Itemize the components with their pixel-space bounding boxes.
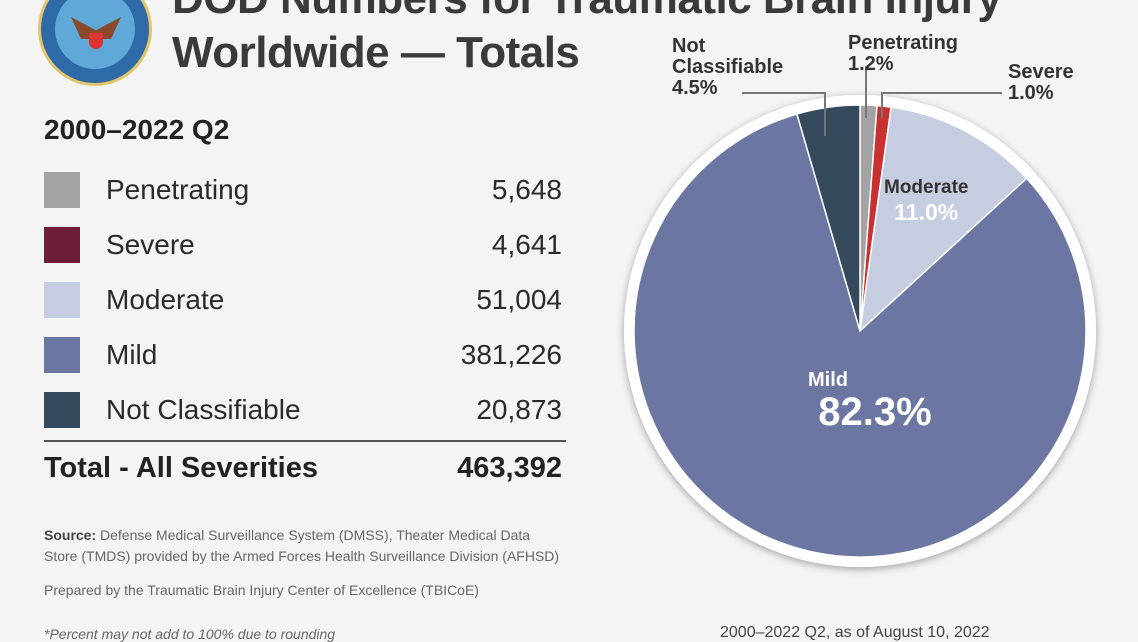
legend-value: 381,226: [460, 339, 562, 370]
label-not-classifiable: Not Classifiable 4.5%: [672, 36, 783, 99]
pie-slice-not-classifiable: [796, 104, 861, 332]
swatch-mild: [44, 337, 80, 373]
legend-value: 5,648: [491, 174, 562, 205]
as-of-date: 2000–2022 Q2, as of August 10, 2022: [720, 624, 990, 641]
total-row: Total - All Severities 463,392: [44, 452, 562, 485]
label-severe: Severe 1.0%: [1008, 62, 1074, 104]
legend-label: Penetrating: [106, 174, 250, 205]
label-moderate: Moderate 11.0%: [884, 176, 968, 224]
label-mild: Mild 82.3%: [800, 368, 950, 432]
label-line: Moderate: [884, 177, 969, 198]
swatch-penetrating: [44, 172, 80, 208]
legend-label: Mild: [106, 339, 158, 370]
title-line-1: DOD Numbers for Traumatic Brain Injury: [172, 0, 1002, 24]
swatch-severe: [44, 227, 80, 263]
pie-slice-moderate: [858, 106, 1028, 333]
legend-row-mild: Mild 381,226: [44, 337, 562, 375]
dod-seal-logo: [38, 0, 152, 86]
leader-lines: [742, 66, 1002, 136]
legend-value: 20,873: [476, 394, 562, 425]
legend-label: Severe: [106, 229, 195, 260]
total-divider: [44, 440, 566, 442]
label-pct: 1.0%: [1008, 82, 1054, 104]
label-line: Penetrating: [848, 32, 959, 54]
title-line-2: Worldwide — Totals: [172, 28, 580, 77]
label-pct: 4.5%: [672, 77, 718, 99]
legend-row-not-classifiable: Not Classifiable 20,873: [44, 392, 562, 430]
source-label: Source:: [44, 527, 97, 543]
swatch-moderate: [44, 282, 80, 318]
legend-row-penetrating: Penetrating 5,648: [44, 172, 562, 210]
legend-label: Not Classifiable: [106, 394, 301, 425]
label-pct: 82.3%: [818, 390, 932, 434]
label-pct: 1.2%: [848, 53, 894, 75]
legend-row-severe: Severe 4,641: [44, 227, 562, 265]
shield-icon: [89, 33, 103, 49]
total-label: Total - All Severities: [44, 452, 318, 484]
leader-severe: [881, 92, 1002, 118]
swatch-not-classifiable: [44, 392, 80, 428]
legend-row-moderate: Moderate 51,004: [44, 282, 562, 320]
label-penetrating: Penetrating 1.2%: [848, 33, 958, 75]
label-pct: 11.0%: [894, 199, 959, 225]
pie-slice-mild: [633, 113, 1087, 558]
source-text-1: Defense Medical Surveillance System (DMS…: [96, 527, 531, 543]
label-line: Severe: [1008, 61, 1074, 83]
legend-label: Moderate: [106, 284, 225, 315]
prepared-by: Prepared by the Traumatic Brain Injury C…: [44, 582, 479, 598]
source-note: Source: Defense Medical Surveillance Sys…: [44, 527, 530, 543]
source-text-2: Store (TMDS) provided by the Armed Force…: [44, 548, 560, 564]
period-label: 2000–2022 Q2: [44, 114, 230, 145]
label-line: Classifiable: [672, 56, 784, 78]
legend-value: 4,641: [491, 229, 562, 260]
leader-not-classifiable: [742, 92, 826, 136]
label-line: Not: [672, 35, 706, 57]
total-value: 463,392: [457, 452, 562, 484]
label-line: Mild: [808, 369, 848, 391]
legend-value: 51,004: [476, 284, 562, 315]
footnote: *Percent may not add to 100% due to roun…: [44, 626, 336, 642]
